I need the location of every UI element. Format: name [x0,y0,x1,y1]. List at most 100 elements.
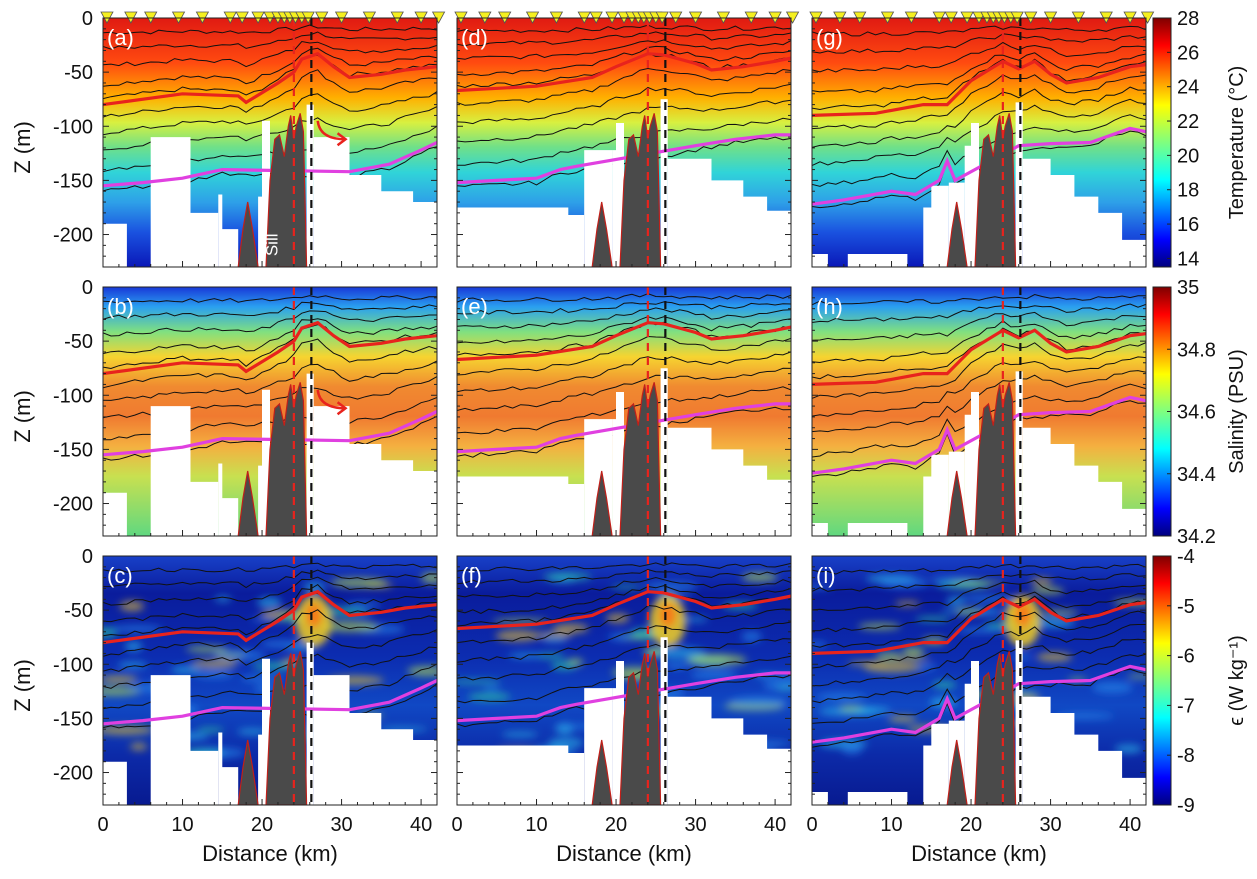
dissipation-patch [103,675,138,684]
colorbar-tick-label: -5 [1177,596,1195,618]
bathymetry-sill [237,382,308,536]
no-data-region [847,792,908,805]
contour-line [457,351,791,393]
contour-line [812,86,1146,148]
dissipation-patch [117,661,148,669]
no-data-region [218,463,239,536]
no-data-region [258,389,270,536]
dissipation-patch [763,680,791,691]
contour-line [457,638,791,681]
no-data-region [923,723,949,805]
no-data-region [306,104,314,267]
contour-line [103,569,437,589]
y-tick-label: -100 [53,116,93,138]
dissipation-patch [949,580,1005,586]
no-data-region [812,792,828,805]
contour-line [812,579,1146,611]
contour-line [812,342,1146,399]
dissipation-patch [320,620,379,633]
no-data-region [306,642,314,805]
isotherm-upper [103,320,437,376]
data-gaps [103,373,437,536]
contour-line [103,40,437,68]
colorbar-scale [1152,17,1172,268]
contour-line [457,316,791,344]
bathymetry-sill [946,651,1017,805]
axes-labels: 0 -50 -100 -150 -200 Z (m) 0 -50 -100 -150 -200 Z (… [10,8,1141,866]
no-data-region [313,406,437,536]
isotherm-lower [812,126,1146,206]
y-axis-title: Z (m) [10,659,35,712]
dissipation-patch [608,633,634,641]
no-data-region [150,137,219,267]
contour-line [457,293,791,303]
no-data-region [103,223,127,267]
dissipation-patch [130,742,148,751]
isotherm-upper [457,52,791,93]
contour-line [812,58,1146,111]
y-tick-label: -150 [53,439,93,461]
x-tick-label: 0 [451,814,462,836]
panel-frame [102,17,438,268]
colorbar-tick-label: 16 [1177,214,1199,236]
dissipation-patch [729,696,788,708]
no-data-region [923,185,949,267]
no-data-region [457,476,585,536]
isotherm-upper [812,597,1146,655]
no-data-region [1022,158,1146,267]
no-data-region [1015,371,1023,536]
colorbar-tick-label: -9 [1177,795,1195,817]
isotherm-upper [457,321,791,362]
colorbar-tick-label: 34.2 [1177,526,1216,548]
dissipation-patch [610,585,643,590]
isotherm-lower [457,133,791,185]
dissipation-patch [185,645,228,653]
isotherm-upper [812,59,1146,117]
no-data-region [964,661,979,805]
dissipation-patch [538,652,565,659]
contour-line [103,91,437,136]
dissipation-patch [237,728,268,735]
no-data-region [313,137,437,267]
dissipation-patch [467,692,511,701]
contour-line [103,576,437,606]
dissipation-patch [541,636,568,643]
y-tick-label: 0 [82,8,93,30]
x-tick-label: 20 [251,814,273,836]
x-tick-label: 10 [880,814,902,836]
contour-line [103,295,437,304]
dissipation-patch [421,572,437,584]
contour-line [812,303,1146,323]
axis-ticks [811,555,1147,806]
panel-frame [811,286,1147,537]
sill-label: Sill [262,234,281,257]
dissipation-patch [888,715,917,723]
dissipation-patch [303,582,326,593]
contour-line [103,562,437,573]
contour-line [812,573,1146,592]
dissipation-patch [1030,586,1065,595]
x-tick-label: 40 [410,814,432,836]
dissipation-patch [548,737,584,749]
contour-line [457,585,791,615]
bathymetry-sill [946,382,1017,536]
isotherm-lower [457,671,791,723]
axis-ticks [102,555,438,806]
bathymetry-sill [946,113,1017,267]
contour-line [457,99,791,143]
dissipation-patch [119,600,145,612]
colorbar-tick-label: -4 [1177,546,1195,568]
isotherm-lower [812,395,1146,475]
dissipation-patch [103,725,154,735]
dissipation-patch [902,646,925,657]
panel-label: (c) [107,563,133,588]
x-tick-label: 40 [1119,814,1141,836]
dissipation-patch [1127,674,1146,679]
dissipation-patch [483,686,501,691]
panel-c: (c) [102,555,438,806]
dissipation-patch [492,618,549,624]
x-tick-label: 40 [764,814,786,836]
colorbar-tick-label: -8 [1177,745,1195,767]
contour-line [812,320,1146,364]
